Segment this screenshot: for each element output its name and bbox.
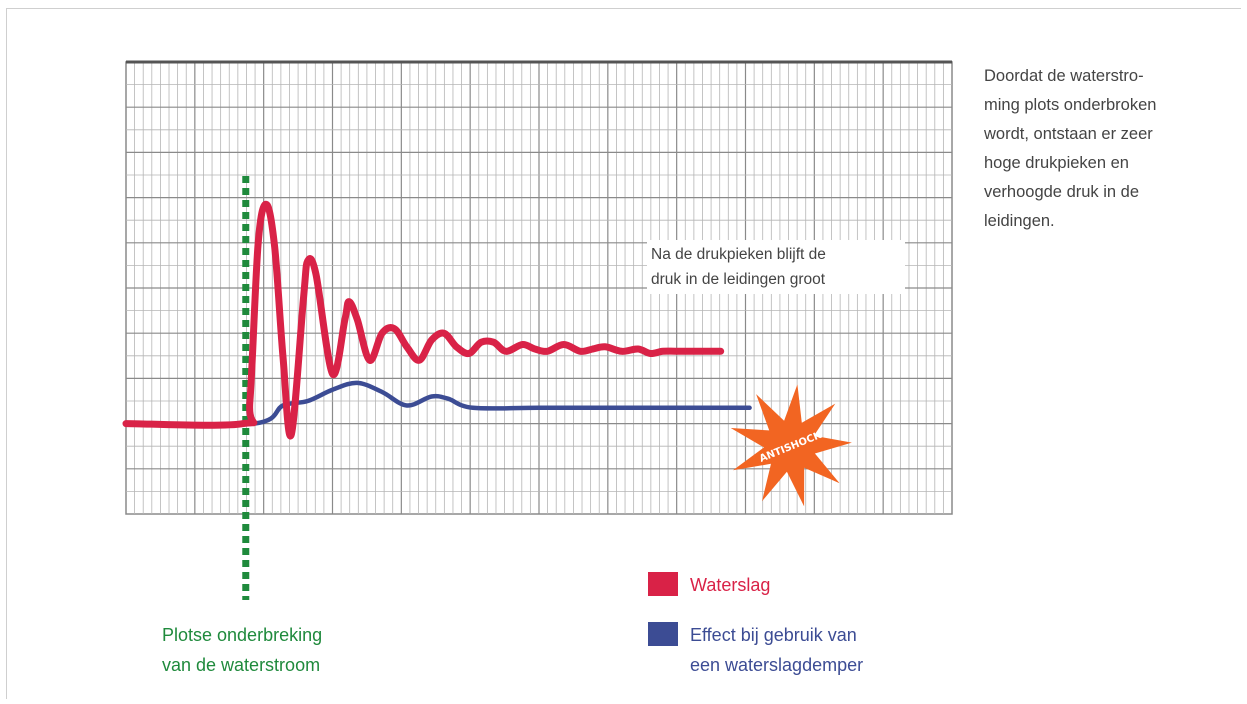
description-line: Doordat de waterstro- xyxy=(984,67,1144,85)
legend-item-damper: Effect bij gebruik van een waterslagdemp… xyxy=(648,620,863,680)
series-line-damper xyxy=(123,380,752,428)
legend-swatch xyxy=(648,622,678,646)
description-text: Doordat de waterstro- ming plots onderbr… xyxy=(984,62,1224,236)
description-line: ming plots onderbroken xyxy=(984,96,1157,114)
description-line: hoge drukpieken en xyxy=(984,154,1129,172)
series-line-waterslag xyxy=(122,200,725,440)
legend-line: Effect bij gebruik van xyxy=(690,625,857,645)
chart-annotation: Na de drukpieken blijft de druk in de le… xyxy=(647,240,905,294)
annotation-line: Na de drukpieken blijft de xyxy=(651,246,826,263)
legend-item-waterslag: Waterslag xyxy=(648,570,770,600)
legend-swatch xyxy=(648,572,678,596)
legend-label: Effect bij gebruik van een waterslagdemp… xyxy=(690,620,863,680)
interruption-caption: Plotse onderbreking van de waterstroom xyxy=(162,620,322,680)
description-line: leidingen. xyxy=(984,212,1055,230)
legend-line: Waterslag xyxy=(690,575,771,595)
antishock-badge: ANTISHOCK xyxy=(730,384,852,507)
chart-series xyxy=(122,200,752,440)
description-line: verhoogde druk in de xyxy=(984,183,1140,201)
legend-label: Waterslag xyxy=(690,570,770,600)
legend-line: een waterslagdemper xyxy=(690,655,864,675)
badge-star-icon xyxy=(730,384,852,507)
caption-line: Plotse onderbreking xyxy=(162,625,323,645)
description-line: wordt, ontstaan er zeer xyxy=(984,125,1153,143)
figure-frame xyxy=(6,8,1241,699)
annotation-line: druk in de leidingen groot xyxy=(651,271,826,288)
caption-line: van de waterstroom xyxy=(162,655,321,675)
